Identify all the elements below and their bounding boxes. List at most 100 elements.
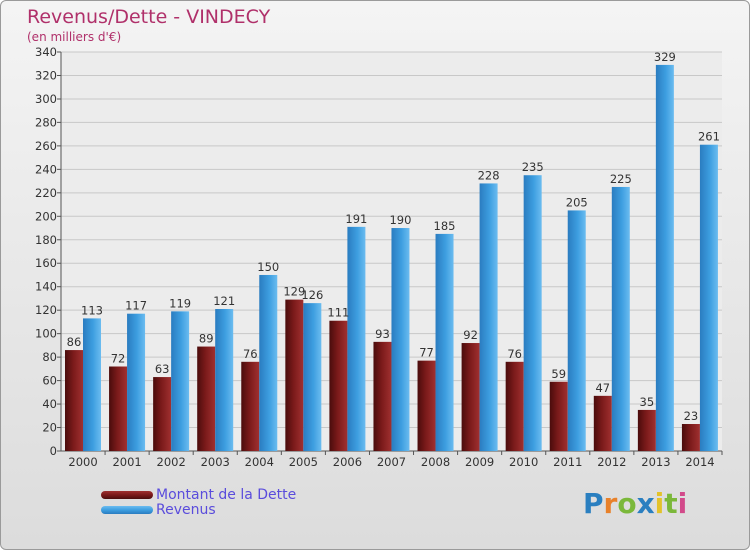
y-tick-label: 80: [42, 350, 57, 364]
x-tick-label: 2002: [157, 455, 186, 469]
value-label-revenue-2013: 329: [654, 50, 676, 64]
x-tick-label: 2011: [553, 455, 582, 469]
bar-debt-2000: [65, 350, 83, 451]
bar-revenue-2004: [259, 274, 278, 451]
logo-letter: o: [617, 487, 637, 520]
value-label-revenue-2002: 119: [169, 296, 191, 310]
value-label-revenue-2014: 261: [698, 130, 720, 144]
value-label-debt-2003: 89: [199, 332, 214, 346]
bar-debt-2005: [285, 299, 304, 451]
x-tick-label: 2008: [421, 455, 450, 469]
value-label-debt-2008: 77: [419, 346, 434, 360]
y-tick-label: 160: [35, 256, 57, 270]
bar-debt-2008: [417, 360, 436, 451]
value-label-revenue-2000: 113: [81, 303, 103, 317]
x-tick-label: 2009: [465, 455, 494, 469]
chart-title: Revenus/Dette - VINDECY: [27, 6, 271, 28]
bar-debt-2010: [505, 361, 524, 451]
logo-letter: r: [603, 487, 618, 520]
bar-debt-2006: [329, 320, 348, 451]
legend-label-debt: Montant de la Dette: [156, 487, 297, 503]
bar-debt-2009: [461, 343, 480, 451]
legend-label-revenue: Revenus: [156, 502, 216, 518]
y-tick-label: 220: [35, 186, 57, 200]
x-tick-label: 2003: [201, 455, 230, 469]
x-tick-label: 2006: [333, 455, 362, 469]
value-label-revenue-2003: 121: [213, 294, 235, 308]
value-label-debt-2011: 59: [551, 367, 566, 381]
value-label-debt-2012: 47: [595, 381, 610, 395]
logo-letter: P: [583, 487, 604, 520]
y-tick-label: 320: [35, 68, 57, 82]
bar-revenue-2001: [127, 313, 146, 451]
value-label-revenue-2008: 185: [434, 219, 456, 233]
chart-subtitle: (en milliers d'€): [27, 30, 122, 44]
bar-revenue-2012: [611, 186, 630, 452]
logo-letter: i: [654, 487, 665, 520]
proxiti-logo: Proxiti: [583, 487, 687, 520]
value-label-revenue-2007: 190: [389, 213, 411, 227]
x-tick-label: 2013: [641, 455, 670, 469]
y-tick-label: 300: [35, 92, 57, 106]
value-label-debt-2004: 76: [243, 347, 258, 361]
y-tick-label: 200: [35, 209, 57, 223]
x-tick-label: 2005: [289, 455, 318, 469]
y-tick-label: 0: [50, 444, 57, 458]
x-tick-label: 2010: [509, 455, 538, 469]
bar-debt-2011: [549, 381, 568, 451]
bar-revenue-2009: [479, 183, 498, 451]
x-tick-label: 2000: [68, 455, 97, 469]
bar-revenue-2000: [83, 318, 101, 451]
bar-debt-2012: [593, 395, 612, 451]
value-label-debt-2001: 72: [111, 352, 126, 366]
y-tick-label: 140: [35, 280, 57, 294]
bar-revenue-2006: [347, 226, 366, 451]
x-tick-label: 2001: [112, 455, 141, 469]
bar-debt-2007: [373, 341, 392, 451]
y-tick-label: 180: [35, 233, 57, 247]
value-label-revenue-2012: 225: [610, 172, 632, 186]
value-label-debt-2009: 92: [463, 328, 478, 342]
value-label-revenue-2006: 191: [345, 212, 367, 226]
bar-revenue-2002: [171, 311, 190, 451]
bar-revenue-2008: [435, 233, 454, 451]
bar-debt-2004: [241, 361, 260, 451]
value-label-revenue-2005: 126: [301, 288, 323, 302]
logo-letter: i: [677, 487, 688, 520]
bar-revenue-2007: [391, 228, 410, 451]
legend-swatch-debt: [101, 491, 153, 499]
y-tick-labels: 0 20 40 60 80 100 120 140 160 180 200 220 240 260 280 3…: [35, 45, 57, 458]
value-label-debt-2007: 93: [375, 327, 390, 341]
y-tick-label: 100: [35, 327, 57, 341]
bar-debt-2001: [109, 366, 128, 451]
value-label-revenue-2010: 235: [522, 160, 544, 174]
y-tick-label: 20: [42, 421, 57, 435]
logo-letter: t: [664, 487, 678, 520]
bars: [65, 64, 718, 452]
value-label-debt-2006: 111: [327, 306, 349, 320]
bar-revenue-2003: [215, 309, 234, 451]
y-tick-label: 60: [42, 374, 57, 388]
bar-revenue-2013: [655, 64, 674, 452]
value-label-debt-2002: 63: [155, 362, 170, 376]
value-label-debt-2014: 23: [684, 409, 699, 423]
value-label-revenue-2004: 150: [257, 260, 279, 274]
bar-debt-2013: [637, 409, 656, 451]
x-tick-label: 2014: [685, 455, 714, 469]
x-tick-labels: 2000 2001 2002 2003 2004 2005 2006 2007 2008 2009…: [68, 455, 714, 469]
value-label-debt-2005: 129: [283, 285, 305, 299]
x-tick-label: 2007: [377, 455, 406, 469]
value-label-revenue-2009: 228: [478, 168, 500, 182]
y-tick-label: 260: [35, 139, 57, 153]
value-label-revenue-2011: 205: [566, 195, 588, 209]
bar-revenue-2005: [303, 303, 322, 451]
bar-revenue-2010: [523, 175, 542, 451]
y-tick-label: 40: [42, 397, 57, 411]
value-label-debt-2013: 35: [640, 395, 655, 409]
x-tick-label: 2012: [597, 455, 626, 469]
y-tick-label: 120: [35, 303, 57, 317]
bar-debt-2002: [153, 377, 172, 451]
